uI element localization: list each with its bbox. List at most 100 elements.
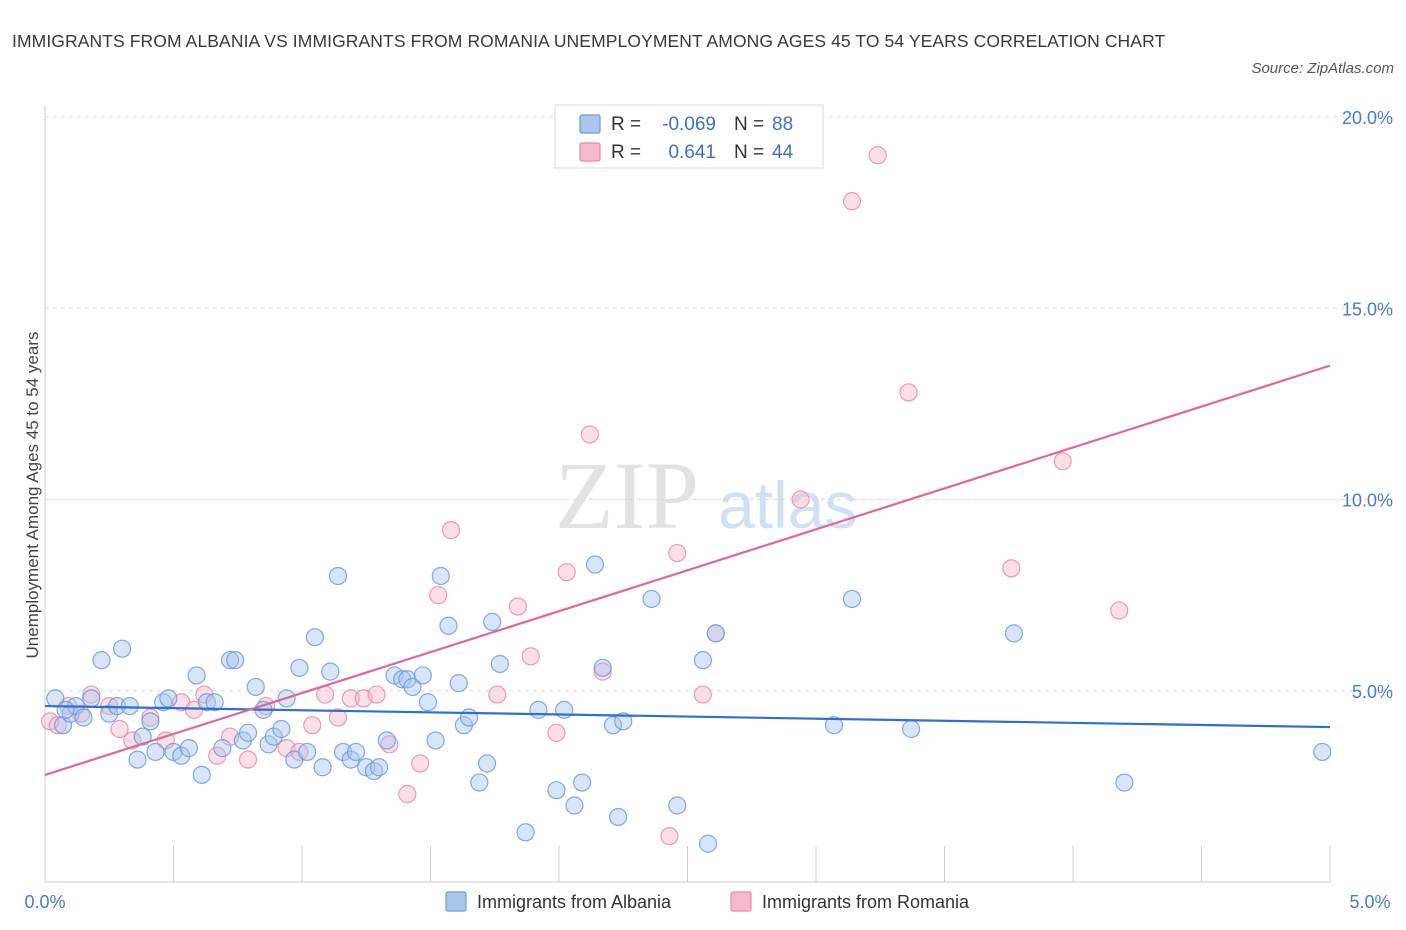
point-albania: [120, 696, 139, 716]
watermark-zip: ZIP: [555, 442, 699, 549]
point-albania: [197, 693, 217, 712]
point-albania: [133, 727, 152, 746]
point-albania: [159, 689, 178, 708]
legend-n-value-albania: 88: [772, 114, 793, 135]
legend-swatch-romania: [579, 142, 601, 162]
watermark: ZIP atlas: [555, 442, 857, 549]
point-romania: [1053, 452, 1072, 471]
point-albania: [693, 651, 713, 670]
point-albania: [220, 651, 240, 670]
point-albania: [290, 658, 309, 677]
point-romania: [580, 425, 599, 444]
point-albania: [547, 781, 566, 800]
point-albania: [393, 670, 412, 689]
point-albania: [74, 708, 93, 727]
point-romania: [557, 563, 576, 582]
point-romania: [508, 597, 527, 616]
point-albania: [187, 666, 206, 685]
point-albania: [128, 750, 147, 769]
point-albania: [426, 731, 445, 750]
point-albania: [112, 639, 132, 658]
point-romania: [141, 708, 160, 727]
point-romania: [660, 826, 679, 846]
point-albania: [585, 555, 605, 574]
series-romania-points: [41, 146, 1129, 846]
point-romania: [693, 685, 713, 704]
point-romania: [668, 543, 687, 563]
point-albania: [593, 658, 612, 677]
point-romania: [791, 490, 810, 509]
point-albania: [824, 716, 844, 735]
point-albania: [192, 765, 211, 785]
point-albania: [477, 754, 497, 773]
point-albania: [459, 708, 479, 727]
point-romania: [367, 685, 386, 704]
point-albania: [205, 693, 224, 712]
point-romania: [593, 662, 612, 681]
chart-source: Source: ZipAtlas.com: [1251, 60, 1394, 77]
point-romania: [328, 708, 348, 727]
trendline-albania: [44, 704, 1331, 729]
point-romania: [842, 192, 862, 211]
x-tick-label-max: 5.0%: [1349, 892, 1390, 912]
point-albania: [609, 807, 628, 827]
point-albania: [92, 651, 111, 670]
point-albania: [516, 823, 535, 842]
point-albania: [529, 700, 548, 719]
point-albania: [370, 758, 389, 777]
bottom-legend-swatch-albania: [445, 891, 467, 912]
y-tick-label: 10.0%: [1342, 491, 1393, 511]
x-axis-ticks: [44, 846, 1331, 882]
legend-n-value-romania: 44: [772, 142, 794, 163]
point-albania: [449, 673, 468, 693]
point-albania: [901, 719, 921, 739]
point-albania: [100, 704, 119, 723]
point-albania: [264, 727, 283, 746]
y-tick-label: 20.0%: [1342, 108, 1393, 128]
point-albania: [555, 700, 574, 719]
point-albania: [614, 712, 633, 731]
point-albania: [321, 662, 340, 681]
y-tick-label: 15.0%: [1342, 299, 1393, 319]
legend-swatch-albania: [579, 114, 601, 134]
point-albania: [490, 654, 509, 674]
legend-n-label-romania: N =: [734, 142, 764, 163]
y-axis-tick-labels: 5.0% 10.0% 15.0% 20.0%: [1342, 108, 1393, 702]
legend-n-label-albania: N =: [734, 114, 764, 135]
bottom-legend-label-romania: Immigrants from Romania: [762, 892, 970, 912]
x-tick-label-min: 0.0%: [24, 892, 65, 912]
point-albania: [82, 689, 101, 708]
series-albania-points: [46, 555, 1332, 853]
point-albania: [470, 773, 489, 792]
point-albania: [603, 716, 623, 735]
point-albania: [418, 693, 438, 712]
point-romania: [341, 689, 360, 708]
point-albania: [413, 666, 432, 685]
point-albania: [431, 566, 450, 586]
correlation-legend: R = -0.069 N = 88 R = 0.641 N = 44: [554, 104, 824, 169]
point-albania: [246, 677, 265, 697]
point-albania: [213, 739, 232, 758]
bottom-legend-label-albania: Immigrants from Albania: [477, 892, 672, 912]
point-albania: [403, 677, 422, 697]
point-romania: [521, 647, 540, 666]
point-albania: [1313, 742, 1332, 762]
point-albania: [1115, 773, 1134, 792]
legend-r-value-romania: 0.641: [668, 142, 716, 163]
point-romania: [1110, 601, 1129, 620]
point-romania: [398, 784, 417, 804]
legend-r-value-albania: -0.069: [662, 114, 716, 135]
point-albania: [172, 746, 191, 765]
chart-title: IMMIGRANTS FROM ALBANIA VS IMMIGRANTS FR…: [12, 31, 1166, 51]
point-romania: [48, 716, 67, 735]
point-albania: [313, 758, 332, 777]
point-romania: [547, 723, 566, 742]
point-romania: [1002, 559, 1021, 578]
legend-r-label-romania: R =: [611, 142, 641, 163]
point-romania: [488, 685, 507, 704]
point-romania: [868, 146, 887, 165]
gridlines: [45, 116, 1395, 692]
point-romania: [429, 586, 448, 605]
watermark-atlas: atlas: [718, 468, 857, 542]
bottom-legend-swatch-romania: [730, 891, 752, 912]
